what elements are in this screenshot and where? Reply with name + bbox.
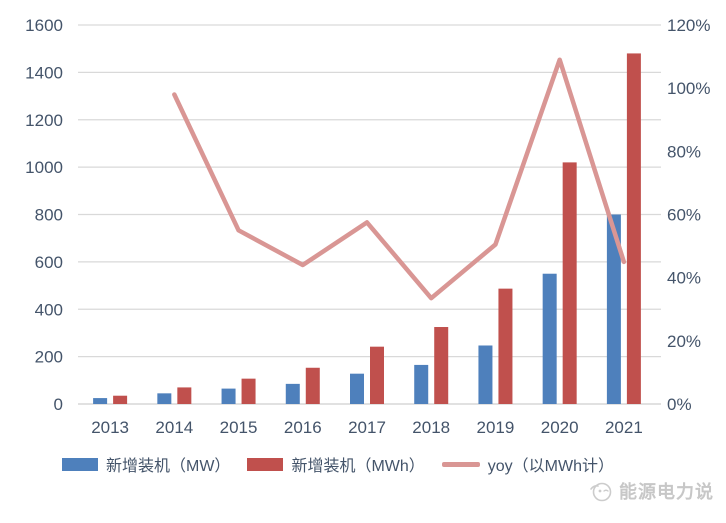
bar-1-2020 bbox=[562, 162, 577, 404]
bar-0-2017 bbox=[350, 373, 364, 404]
legend-item-mwh: 新增装机（MWh） bbox=[247, 452, 425, 476]
x-axis-label: 2017 bbox=[348, 418, 386, 437]
watermark-logo-icon bbox=[590, 482, 612, 502]
right-axis-tick: 0% bbox=[667, 395, 692, 414]
bar-0-2014 bbox=[157, 393, 172, 404]
bar-1-2013 bbox=[113, 395, 128, 404]
x-axis-label: 2014 bbox=[155, 418, 193, 437]
yoy-line bbox=[172, 57, 627, 301]
x-axis-label: 2016 bbox=[284, 418, 322, 437]
right-axis-tick: 120% bbox=[667, 16, 710, 35]
legend-label-yoy: yoy（以MWh计） bbox=[487, 458, 615, 475]
watermark-text: 能源电力说 bbox=[619, 482, 714, 502]
legend-swatch-mw bbox=[62, 457, 98, 471]
bar-0-2019 bbox=[478, 345, 493, 404]
left-axis-tick: 0 bbox=[54, 395, 63, 414]
x-axis-label: 2015 bbox=[220, 418, 258, 437]
left-axis-tick: 1200 bbox=[25, 111, 63, 130]
x-axis-label: 2021 bbox=[605, 418, 643, 437]
bar-0-2021 bbox=[606, 214, 621, 404]
left-axis-tick: 1600 bbox=[25, 16, 63, 35]
bar-0-2013 bbox=[93, 398, 108, 404]
bar-0-2018 bbox=[414, 364, 429, 404]
bar-1-2016 bbox=[305, 367, 320, 404]
x-axis-label: 2020 bbox=[541, 418, 579, 437]
left-axis-tick: 1400 bbox=[25, 63, 63, 82]
watermark: 能源电力说 bbox=[588, 478, 714, 504]
right-axis-tick: 100% bbox=[667, 79, 710, 98]
chart-svg: 0 200 400 600 800 1000 1200 1400 1600 0% 20% 40% 60%… bbox=[25, 16, 710, 437]
legend-label-mw: 新增装机（MW） bbox=[106, 458, 231, 475]
bar-0-2020 bbox=[542, 273, 557, 404]
x-axis-label: 2013 bbox=[91, 418, 129, 437]
legend-swatch-mwh bbox=[247, 457, 284, 471]
chart-legend: 新增装机（MW） 新增装机（MWh） yoy（以MWh计） bbox=[62, 452, 614, 476]
x-axis-label: 2018 bbox=[412, 418, 450, 437]
bar-1-2014 bbox=[177, 387, 192, 404]
bar-1-2018 bbox=[434, 327, 449, 404]
right-axis-tick: 60% bbox=[667, 206, 701, 225]
left-axis-tick: 200 bbox=[35, 348, 63, 367]
bar-1-2021 bbox=[626, 53, 641, 405]
bar-0-2015 bbox=[221, 388, 236, 404]
left-axis-tick: 600 bbox=[35, 253, 63, 272]
legend-item-mw: 新增装机（MW） bbox=[62, 452, 230, 476]
legend-swatch-yoy bbox=[441, 461, 480, 467]
bar-1-2017 bbox=[370, 346, 384, 404]
left-axis-tick: 800 bbox=[35, 206, 63, 225]
left-axis-tick: 1000 bbox=[25, 158, 63, 177]
legend-item-yoy: yoy（以MWh计） bbox=[441, 452, 615, 476]
bar-1-2019 bbox=[498, 288, 513, 404]
right-axis-tick: 80% bbox=[667, 142, 701, 161]
bar-1-2015 bbox=[241, 378, 256, 404]
legend-label-mwh: 新增装机（MWh） bbox=[291, 458, 425, 475]
right-axis-tick: 40% bbox=[667, 269, 701, 288]
left-axis-tick: 400 bbox=[35, 300, 63, 319]
right-axis-tick: 20% bbox=[667, 332, 701, 351]
x-axis-label: 2019 bbox=[477, 418, 515, 437]
bar-0-2016 bbox=[285, 383, 300, 404]
